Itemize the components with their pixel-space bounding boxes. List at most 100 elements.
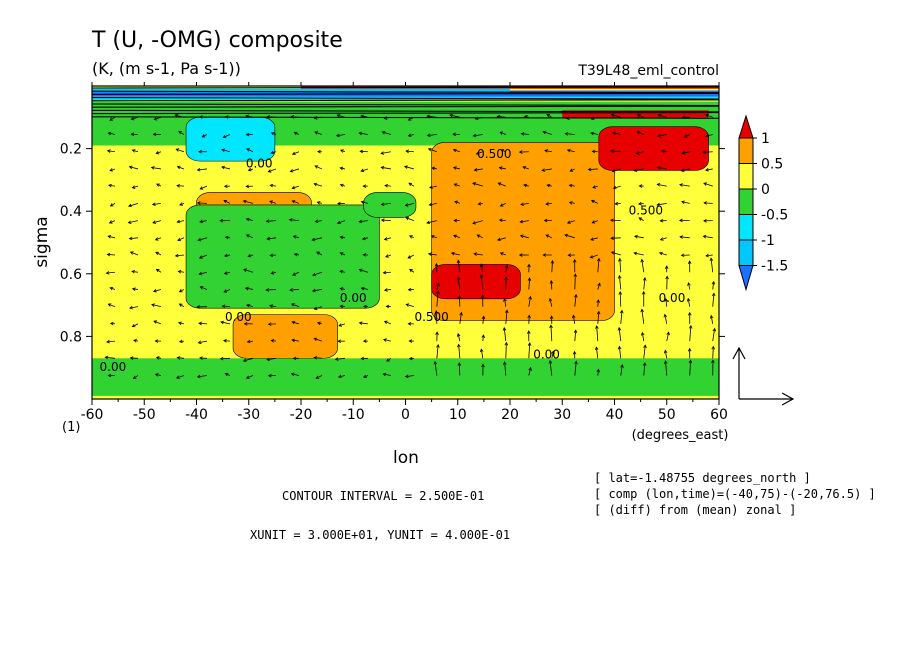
wind-vector [657, 167, 667, 170]
wind-vector-head [292, 272, 296, 276]
wind-vector [359, 269, 368, 273]
wind-vector-head [108, 220, 113, 224]
wind-vector-head [522, 166, 527, 170]
wind-vector-head [705, 114, 709, 118]
wind-vector [382, 131, 391, 135]
wind-vector [542, 131, 552, 135]
wind-vector-head [610, 149, 614, 153]
wind-vector [499, 219, 506, 221]
wind-vector [427, 134, 437, 136]
wind-vector-head [129, 356, 134, 360]
wind-vector-head [543, 218, 548, 223]
wind-vector-head [431, 166, 436, 171]
wind-vector [459, 312, 462, 324]
wind-vector-head [496, 114, 501, 119]
wind-vector-head [520, 202, 524, 207]
wind-vector-head [196, 201, 201, 205]
wind-vector-head [409, 268, 413, 273]
wind-vector [569, 201, 575, 204]
wind-vector-head [316, 251, 320, 255]
wind-vector [637, 114, 644, 118]
wind-vector [436, 283, 440, 290]
wind-vector-head [358, 268, 363, 273]
wind-vector-head [618, 291, 623, 295]
wind-vector [596, 325, 599, 342]
wind-vector-head [592, 185, 596, 189]
wind-vector [314, 116, 322, 119]
wind-vector [546, 202, 552, 205]
wind-vector-head [436, 344, 440, 348]
wind-vector-head [292, 235, 297, 239]
wind-vector [129, 306, 139, 309]
wind-vector-head [267, 322, 272, 326]
wind-vector-head [549, 280, 554, 284]
wind-vector [611, 114, 621, 118]
wind-vector [431, 235, 437, 239]
wind-vector-head [640, 331, 645, 336]
wind-vector [292, 271, 300, 276]
wind-vector [597, 258, 600, 273]
wind-vector [128, 202, 139, 207]
wind-vector [133, 375, 139, 379]
wind-vector [405, 375, 414, 378]
wind-vector [198, 237, 208, 241]
wind-vector [289, 289, 299, 291]
reference-vector [732, 346, 795, 406]
wind-vector [132, 323, 139, 327]
wind-vector-head [360, 114, 365, 119]
wind-vector-head [637, 201, 642, 206]
wind-vector-head [360, 200, 365, 205]
wind-vector-head [548, 359, 553, 364]
wind-vector-head [219, 218, 224, 223]
wind-vector-head [610, 236, 614, 240]
wind-vector-head [266, 115, 270, 119]
wind-vector [477, 234, 484, 239]
wind-vector-head [175, 375, 180, 379]
wind-vector [505, 310, 508, 324]
wind-vector [266, 289, 276, 291]
wind-vector-head [617, 326, 622, 331]
wind-vector-head [380, 202, 385, 207]
colorbar-label: 0.5 [761, 157, 783, 173]
wind-vector [314, 306, 323, 310]
wind-vector-head [407, 133, 412, 138]
contour-label: 0.00 [100, 360, 127, 374]
wind-vector-head [223, 199, 228, 204]
wind-vector [658, 134, 667, 137]
wind-vector [383, 339, 391, 342]
wind-vector-head [566, 148, 571, 153]
wind-vector [619, 275, 622, 290]
wind-vector [657, 183, 667, 187]
wind-vector [454, 183, 460, 187]
wind-vector-head [382, 372, 387, 377]
wind-vector-head [339, 252, 344, 256]
wind-vector-head [198, 115, 203, 119]
wind-vector-head [108, 183, 112, 188]
wind-vector-head [636, 114, 641, 118]
wind-vector-head [475, 151, 480, 155]
wind-vector-head [504, 264, 509, 269]
wind-vector-head [436, 282, 440, 287]
wind-vector [457, 260, 461, 273]
wind-vector-head [541, 168, 546, 172]
wind-vector-head [107, 303, 112, 307]
wind-vector-head [291, 151, 296, 156]
colorbar-label: 0 [761, 182, 770, 198]
comp-info: [ comp (lon,time)=(-40,75)-(-20,76.5) ] [594, 487, 876, 501]
colorbar-label: -1 [761, 233, 775, 249]
wind-vector [549, 298, 553, 307]
upper-level-bands [92, 86, 719, 119]
wind-vector-head [179, 202, 183, 206]
wind-vector-head [199, 356, 203, 360]
wind-vector-head [289, 288, 293, 292]
wind-vector [569, 184, 575, 187]
wind-vector-head [546, 113, 551, 118]
wind-vector-head [643, 344, 647, 349]
wind-vector [574, 294, 577, 307]
wind-vector-head [405, 216, 409, 221]
wind-vector-head [545, 202, 549, 206]
wind-vector-head [663, 313, 668, 318]
wind-vector [154, 116, 162, 120]
wind-vector [200, 286, 208, 290]
contour-interval-text: CONTOUR INTERVAL = 2.500E-01 [282, 489, 485, 503]
